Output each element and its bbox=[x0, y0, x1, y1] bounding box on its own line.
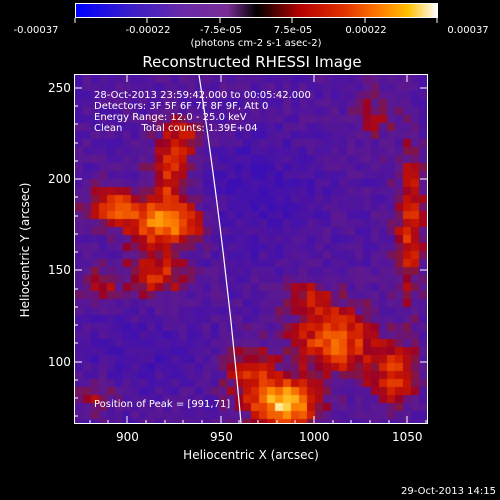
x-tick-label: 1000 bbox=[299, 430, 330, 444]
x-tick-label: 1050 bbox=[392, 430, 423, 444]
energy-range-text: Energy Range: 12.0 - 25.0 keV bbox=[94, 112, 247, 123]
colorbar bbox=[75, 3, 438, 18]
colorbar-tick-label: 0.00037 bbox=[447, 25, 489, 36]
image-plot-area bbox=[74, 74, 428, 424]
plot-date-stamp: 29-Oct-2013 14:15 bbox=[401, 486, 496, 497]
clean-counts-text: Clean Total counts: 1.39E+04 bbox=[94, 123, 258, 134]
y-tick-label: 200 bbox=[48, 172, 71, 186]
colorbar-tick-label: -0.00022 bbox=[125, 25, 171, 36]
colorbar-units: (photons cm-2 s-1 asec-2) bbox=[190, 38, 322, 49]
y-tick-label: 150 bbox=[48, 263, 71, 277]
time-range-text: 28-Oct-2013 23:59:42.000 to 00:05:42.000 bbox=[94, 90, 311, 101]
x-tick-label: 900 bbox=[116, 430, 139, 444]
x-axis-label: Heliocentric X (arcsec) bbox=[183, 448, 319, 462]
colorbar-tick-label: -0.00037 bbox=[13, 25, 59, 36]
heatmap-image bbox=[75, 75, 427, 423]
y-axis-label: Heliocentric Y (arcsec) bbox=[18, 182, 32, 318]
colorbar-tick-label: -7.5e-05 bbox=[200, 25, 242, 36]
x-tick-label: 950 bbox=[210, 430, 233, 444]
colorbar-tick-label: 0.00022 bbox=[345, 25, 387, 36]
peak-position-text: Position of Peak = [991,71] bbox=[94, 399, 231, 410]
detectors-text: Detectors: 3F 5F 6F 7F 8F 9F, Att 0 bbox=[94, 101, 269, 112]
colorbar-tick-label: 7.5e-05 bbox=[273, 25, 313, 36]
solar-limb-curve bbox=[198, 75, 242, 423]
y-tick-label: 250 bbox=[48, 81, 71, 95]
y-tick-label: 100 bbox=[48, 355, 71, 369]
plot-title: Reconstructed RHESSI Image bbox=[142, 53, 362, 71]
